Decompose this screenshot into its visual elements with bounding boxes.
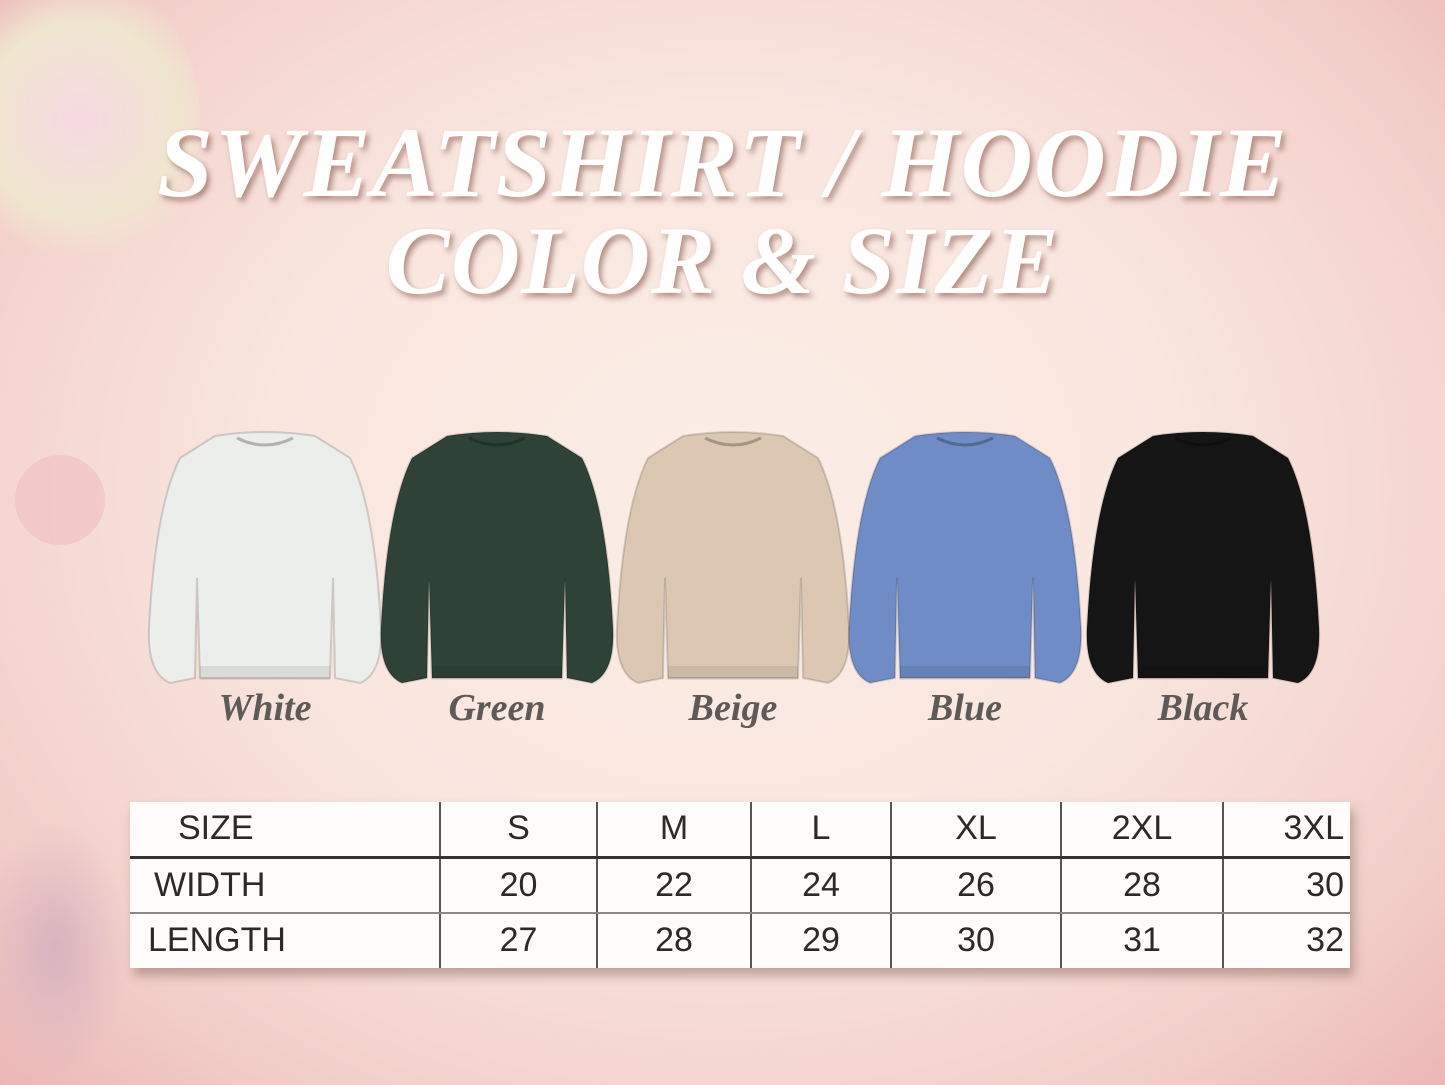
size-table: SIZE S M L XL 2XL 3XL WIDTH 20 22 24 26 … xyxy=(130,802,1350,968)
table-cell: 27 xyxy=(439,912,597,968)
table-cell: 26 xyxy=(890,857,1061,914)
header-cell: S xyxy=(439,802,597,859)
table-cell: 30 xyxy=(890,912,1061,968)
color-label: Blue xyxy=(928,687,1002,729)
table-cell: 31 xyxy=(1060,912,1223,968)
sweatshirt-black xyxy=(1083,428,1323,690)
header-cell: XL xyxy=(890,802,1061,859)
table-cell: 22 xyxy=(596,857,751,914)
table-cell: 30 xyxy=(1222,857,1350,914)
title-line-2: COLOR & SIZE xyxy=(385,207,1060,314)
header-cell: 3XL xyxy=(1222,802,1350,859)
table-cell: 32 xyxy=(1222,912,1350,968)
table-cell: 20 xyxy=(439,857,597,914)
sweatshirt-beige xyxy=(613,428,853,690)
color-label: Black xyxy=(1157,687,1249,729)
table-cell: 24 xyxy=(750,857,891,914)
table-cell: 28 xyxy=(596,912,751,968)
title-line-1: SWEATSHIRT / HOODIE xyxy=(157,107,1288,218)
header-cell: SIZE xyxy=(130,802,440,859)
sweatshirt-blue xyxy=(845,428,1085,690)
table-header-row: SIZE S M L XL 2XL 3XL xyxy=(130,802,1350,859)
color-label: Green xyxy=(448,687,546,729)
header-cell: M xyxy=(596,802,751,859)
sweatshirt-green xyxy=(377,428,617,690)
row-label: LENGTH xyxy=(148,921,286,960)
button-decoration xyxy=(15,455,105,545)
table-row: WIDTH 20 22 24 26 28 30 xyxy=(130,857,1350,914)
header-cell: L xyxy=(750,802,891,859)
color-label: White xyxy=(218,687,312,729)
table-cell: 28 xyxy=(1060,857,1223,914)
table-cell: 29 xyxy=(750,912,891,968)
header-cell: 2XL xyxy=(1060,802,1223,859)
table-row: LENGTH 27 28 29 30 31 32 xyxy=(130,912,1350,968)
leaf-decoration xyxy=(0,820,130,1080)
color-label: Beige xyxy=(688,687,778,729)
row-label: WIDTH xyxy=(130,857,440,914)
sweatshirt-white xyxy=(145,428,385,690)
